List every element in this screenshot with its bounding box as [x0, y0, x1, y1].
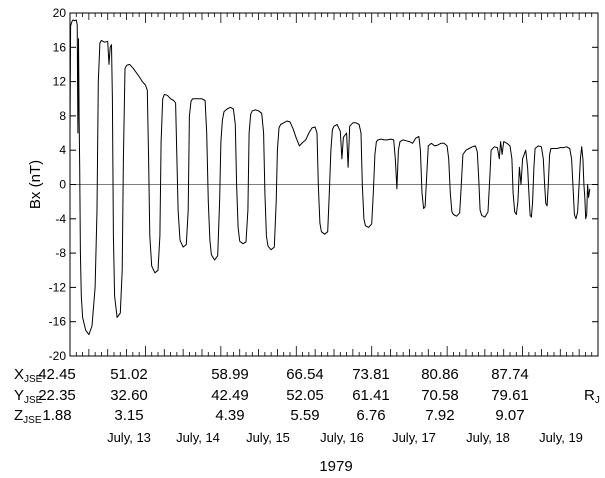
y-tick-label: 0	[59, 178, 66, 192]
coord-y-value: 79.61	[491, 387, 529, 404]
coord-z-value: 9.07	[495, 407, 524, 424]
z-coord-label: ZJSE	[14, 407, 42, 426]
y-tick-label: -16	[49, 315, 67, 329]
y-tick-label: 8	[59, 109, 66, 123]
coord-x-value: 66.54	[286, 366, 324, 383]
date-label: July, 19	[539, 430, 583, 445]
y-tick-label: 16	[53, 40, 67, 54]
y-tick-label: 12	[53, 75, 67, 89]
x-coord-label: XJSE	[14, 366, 43, 385]
coord-y-value: 52.05	[286, 387, 324, 404]
coord-z-value: 4.39	[215, 407, 244, 424]
y-tick-label: -20	[49, 349, 67, 363]
coord-y-value: 32.60	[110, 387, 148, 404]
y-axis: -20 -16 -12 -8 -4 0 4 8 12 16 20	[49, 6, 598, 363]
coord-x-value: 73.81	[352, 366, 390, 383]
y-coord-label: YJSE	[14, 387, 43, 406]
y-tick-label: -8	[55, 246, 66, 260]
date-labels: July, 13 July, 14 July, 15 July, 16 July, 17…	[107, 430, 583, 445]
coord-x-value: 80.86	[421, 366, 459, 383]
coord-z-value: 6.76	[356, 407, 385, 424]
date-label: July, 18	[466, 430, 510, 445]
coord-y-value: 42.49	[211, 387, 249, 404]
coord-z-value: 3.15	[114, 407, 143, 424]
date-label: July, 16	[320, 430, 364, 445]
coord-y-value: 22.35	[38, 387, 76, 404]
y-tick-label: -12	[49, 280, 67, 294]
y-axis-label: Bx (nT)	[27, 160, 44, 209]
y-tick-label: 20	[53, 6, 67, 20]
y-tick-label: -4	[55, 212, 66, 226]
date-label: July, 14	[176, 430, 220, 445]
coordinate-rows: XJSE YJSE ZJSE RJ	[14, 366, 600, 426]
y-tick-label: 4	[59, 143, 66, 157]
x-axis-label: 1979	[319, 458, 352, 475]
coord-x-value: 58.99	[211, 366, 249, 383]
coordinate-values: 42.45 51.02 58.99 66.54 73.81 80.86 87.74 22.35…	[38, 366, 529, 424]
date-label: July, 17	[392, 430, 436, 445]
coord-x-value: 42.45	[38, 366, 76, 383]
coord-y-value: 70.58	[421, 387, 459, 404]
bx-series-line	[69, 19, 591, 336]
coord-z-value: 7.92	[425, 407, 454, 424]
date-label: July, 15	[246, 430, 290, 445]
coord-z-value: 1.88	[42, 407, 71, 424]
unit-label: RJ	[584, 387, 600, 406]
date-label: July, 13	[107, 430, 151, 445]
coord-x-value: 51.02	[110, 366, 148, 383]
coord-z-value: 5.59	[290, 407, 319, 424]
coord-y-value: 61.41	[352, 387, 390, 404]
x-axis	[69, 13, 599, 356]
coord-x-value: 87.74	[491, 366, 529, 383]
